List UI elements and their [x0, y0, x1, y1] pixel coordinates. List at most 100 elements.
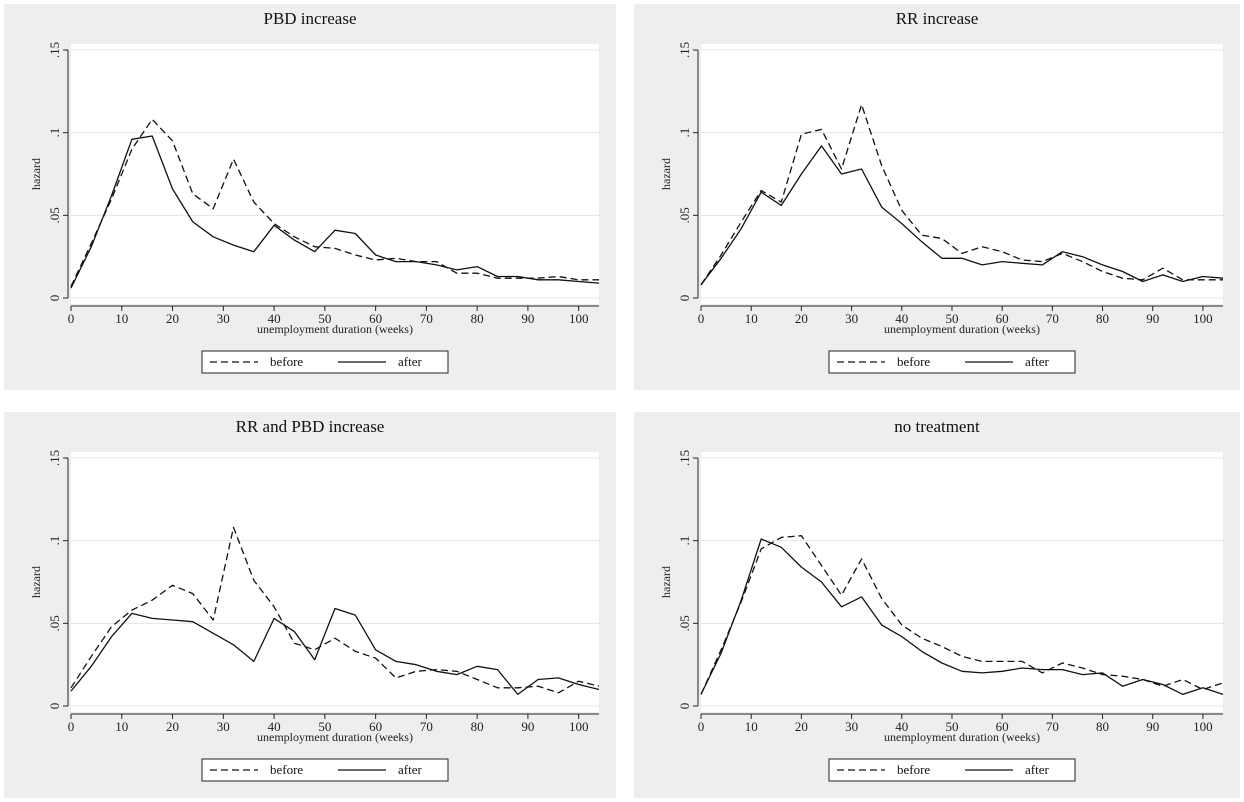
- x-tick-label: 70: [420, 311, 433, 326]
- x-tick-label: 60: [996, 719, 1009, 734]
- x-tick-label: 40: [895, 719, 908, 734]
- y-tick-label: .1: [677, 128, 692, 138]
- legend-label-before: before: [897, 354, 930, 369]
- y-axis-title: hazard: [29, 566, 43, 598]
- line-chart-rr-increase: 0 .05 .1 .15 hazard 0 10 20 30 40 50 60 70 80 90 100 une…: [659, 42, 1224, 374]
- series-line-before: [70, 118, 599, 287]
- x-tick-label: 30: [217, 719, 230, 734]
- x-tick-label: 70: [1046, 311, 1059, 326]
- x-tick-label: 50: [318, 311, 331, 326]
- x-tick-label: 0: [68, 719, 75, 734]
- y-tick-label: .05: [677, 615, 692, 631]
- x-tick-label: 50: [945, 719, 958, 734]
- legend-label-after: after: [398, 354, 422, 369]
- x-tick-label: 80: [1096, 719, 1109, 734]
- legend-box: [201, 350, 449, 374]
- chart-title: PBD increase: [263, 9, 357, 28]
- chart-title: RR and PBD increase: [235, 417, 385, 436]
- legend-box: [201, 758, 449, 782]
- series-line-after: [70, 607, 600, 696]
- x-tick-label: 60: [996, 311, 1009, 326]
- x-tick-label: 0: [698, 719, 705, 734]
- x-tick-label: 10: [115, 311, 128, 326]
- x-tick-label: 30: [217, 311, 230, 326]
- line-chart-rr-and-pbd-increase: 0 .05 .1 .15 hazard 0 10 20 30 40 50 60 70 80 90 100 une…: [29, 450, 600, 782]
- x-tick-label: 80: [471, 311, 484, 326]
- y-tick-label: .05: [47, 615, 62, 631]
- series-line-after: [700, 145, 1224, 286]
- x-tick-label: 60: [369, 311, 382, 326]
- x-tick-label: 90: [1146, 311, 1159, 326]
- x-tick-label: 90: [521, 719, 534, 734]
- x-tick-label: 100: [1193, 311, 1213, 326]
- plot-area: [701, 44, 1223, 304]
- legend-box: [828, 758, 1076, 782]
- y-tick-label: .05: [47, 207, 62, 223]
- y-axis-title: hazard: [29, 158, 43, 190]
- y-tick-label: 0: [47, 703, 62, 710]
- plot-area: [71, 44, 599, 304]
- x-axis-title: unemployment duration (weeks): [257, 322, 413, 336]
- x-tick-label: 90: [521, 311, 534, 326]
- y-tick-label: .1: [47, 128, 62, 138]
- y-tick-label: .1: [677, 536, 692, 546]
- x-tick-label: 100: [569, 719, 589, 734]
- series-line-before: [700, 103, 1223, 286]
- x-axis-title: unemployment duration (weeks): [884, 322, 1040, 336]
- series-line-before: [700, 535, 1224, 695]
- x-tick-label: 10: [745, 719, 758, 734]
- legend-label-before: before: [270, 762, 303, 777]
- x-tick-label: 100: [1193, 719, 1213, 734]
- y-tick-label: .15: [47, 450, 62, 466]
- y-tick-label: .15: [677, 450, 692, 466]
- x-tick-label: 50: [945, 311, 958, 326]
- legend-box: [828, 350, 1076, 374]
- x-tick-label: 30: [845, 311, 858, 326]
- line-chart-pbd-increase: 0 .05 .1 .15 hazard 0 10 20 30 40 50 60 70 80 90 100 une…: [29, 42, 600, 374]
- x-tick-label: 30: [845, 719, 858, 734]
- x-tick-label: 100: [569, 311, 589, 326]
- x-tick-label: 50: [318, 719, 331, 734]
- chart-title: no treatment: [894, 417, 980, 436]
- x-tick-label: 70: [420, 719, 433, 734]
- series-line-before: [70, 526, 600, 694]
- line-chart-no-treatment: 0 .05 .1 .15 hazard 0 10 20 30 40 50 60 70 80 90 100 une…: [659, 450, 1224, 782]
- x-tick-label: 40: [268, 311, 281, 326]
- x-tick-label: 20: [166, 719, 179, 734]
- y-axis-title: hazard: [659, 566, 673, 598]
- x-tick-label: 0: [68, 311, 75, 326]
- legend-label-after: after: [398, 762, 422, 777]
- y-tick-label: 0: [677, 703, 692, 710]
- legend-label-before: before: [897, 762, 930, 777]
- y-tick-label: 0: [47, 295, 62, 302]
- legend: before after: [201, 758, 449, 782]
- x-tick-label: 0: [698, 311, 705, 326]
- plot-area: [701, 452, 1223, 712]
- legend-label-after: after: [1025, 762, 1049, 777]
- legend-label-after: after: [1025, 354, 1049, 369]
- x-tick-label: 20: [795, 719, 808, 734]
- x-tick-label: 90: [1146, 719, 1159, 734]
- x-tick-label: 20: [795, 311, 808, 326]
- x-tick-label: 60: [369, 719, 382, 734]
- chart-panel-2: RR increase 0 .05 .1 .15 hazard 0 10 20 30 40 50 60…: [634, 4, 1240, 390]
- series-line-after: [700, 538, 1224, 696]
- chart-panel-3: RR and PBD increase 0 .05 .1 .15 hazard 0 10 20…: [4, 412, 616, 798]
- legend: before after: [828, 350, 1076, 374]
- y-tick-label: .15: [677, 42, 692, 58]
- y-axis-title: hazard: [659, 158, 673, 190]
- plot-area: [71, 452, 599, 712]
- x-tick-label: 40: [895, 311, 908, 326]
- y-tick-label: .05: [677, 207, 692, 223]
- x-tick-label: 10: [115, 719, 128, 734]
- legend: before after: [828, 758, 1076, 782]
- x-tick-label: 40: [268, 719, 281, 734]
- chart-title: RR increase: [895, 9, 979, 28]
- chart-panel-4: no treatment 0 .05 .1 .15 hazard 0 10 20 30 40 50 6…: [634, 412, 1240, 798]
- x-tick-label: 20: [166, 311, 179, 326]
- y-tick-label: .1: [47, 536, 62, 546]
- chart-panel-1: PBD increase 0 .05 .1 .15 hazard 0 10 20 30 40 50 6…: [4, 4, 616, 390]
- x-tick-label: 10: [745, 311, 758, 326]
- x-axis-title: unemployment duration (weeks): [884, 730, 1040, 744]
- x-tick-label: 80: [1096, 311, 1109, 326]
